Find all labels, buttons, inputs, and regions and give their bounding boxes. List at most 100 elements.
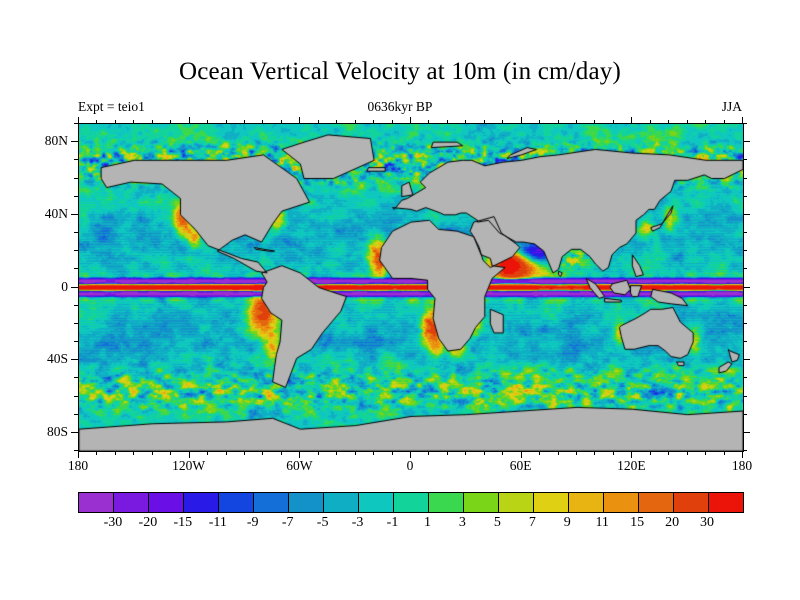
axis-tick: [465, 451, 466, 455]
axis-tick: [724, 451, 725, 455]
axis-tick: [428, 451, 429, 455]
axis-tick: [74, 250, 78, 251]
axis-tick: [687, 120, 688, 124]
axis-tick: [594, 451, 595, 455]
axis-tick: [74, 377, 78, 378]
axis-tick: [743, 250, 747, 251]
axis-tick: [71, 214, 78, 215]
colorbar-tick-label: -3: [351, 515, 364, 530]
axis-tick: [318, 120, 319, 124]
axis-tick: [355, 120, 356, 124]
axis-tick: [373, 120, 374, 124]
colorbar-tick-label: -30: [103, 515, 123, 530]
colorbar-band: [254, 493, 289, 512]
colorbar-tick-label: 11: [595, 515, 609, 530]
axis-tick: [74, 450, 78, 451]
colorbar-band: [569, 493, 604, 512]
colorbar-tick-label: -11: [208, 515, 227, 530]
colorbar-band: [534, 493, 569, 512]
colorbar-band: [464, 493, 499, 512]
longitude-tick-label: 60E: [509, 458, 532, 473]
axis-tick: [226, 451, 227, 455]
axis-tick: [539, 451, 540, 455]
axis-tick: [447, 120, 448, 124]
axis-tick: [447, 451, 448, 455]
colorbar-band: [79, 493, 114, 512]
axis-tick: [650, 120, 651, 124]
axis-tick: [115, 451, 116, 455]
latitude-tick-label: 40S: [46, 351, 68, 367]
axis-tick: [74, 196, 78, 197]
axis-tick: [78, 451, 79, 458]
axis-tick: [687, 451, 688, 455]
axis-tick: [743, 305, 747, 306]
colorbar-band: [674, 493, 709, 512]
latitude-tick-label: 40N: [44, 205, 68, 221]
axis-tick: [743, 450, 747, 451]
axis-tick: [262, 451, 263, 455]
axis-tick: [281, 451, 282, 455]
axis-tick: [281, 120, 282, 124]
axis-tick: [743, 141, 750, 142]
latitude-tick-label: 80S: [46, 423, 68, 439]
axis-tick: [539, 120, 540, 124]
colorbar-band: [324, 493, 359, 512]
longitude-tick-label: 60W: [286, 458, 313, 473]
axis-tick: [336, 451, 337, 455]
latitude-tick-label: 0: [61, 278, 68, 294]
axis-tick: [576, 120, 577, 124]
colorbar-band: [709, 493, 743, 512]
colorbar-band: [219, 493, 254, 512]
axis-tick: [170, 451, 171, 455]
axis-tick: [743, 287, 750, 288]
axis-tick: [743, 377, 747, 378]
axis-tick: [355, 451, 356, 455]
colorbar-tick-label: 20: [665, 515, 680, 530]
colorbar-tick-label: 15: [630, 515, 645, 530]
axis-tick: [74, 123, 78, 124]
experiment-label: Expt = teio1: [78, 99, 145, 114]
axis-tick: [392, 451, 393, 455]
axis-tick: [743, 396, 747, 397]
axis-tick: [152, 451, 153, 455]
axis-tick: [71, 359, 78, 360]
colorbar-band: [184, 493, 219, 512]
longitude-tick-label: 120W: [172, 458, 206, 473]
axis-tick: [74, 396, 78, 397]
axis-tick: [133, 451, 134, 455]
time-period-label: 0636kyr BP: [367, 99, 433, 114]
colorbar-band: [604, 493, 639, 512]
axis-tick: [631, 451, 632, 458]
axis-tick: [650, 451, 651, 455]
axis-tick: [392, 120, 393, 124]
colorbar-tick-label: -7: [281, 515, 294, 530]
axis-tick: [558, 451, 559, 455]
axis-tick: [724, 120, 725, 124]
axis-tick: [743, 214, 750, 215]
colorbar-tick-label: 30: [700, 515, 715, 530]
colorbar-band: [114, 493, 149, 512]
axis-tick: [742, 451, 743, 458]
axis-tick: [631, 117, 632, 124]
axis-tick: [743, 159, 747, 160]
axis-tick: [74, 178, 78, 179]
axis-tick: [558, 120, 559, 124]
axis-tick: [74, 414, 78, 415]
axis-tick: [71, 141, 78, 142]
axis-tick: [484, 451, 485, 455]
axis-tick: [336, 120, 337, 124]
axis-tick: [521, 451, 522, 458]
longitude-tick-label: 180: [67, 458, 89, 473]
colorbar: [78, 492, 744, 513]
axis-tick: [74, 305, 78, 306]
axis-tick: [743, 268, 747, 269]
axis-tick: [576, 451, 577, 455]
axis-tick: [74, 232, 78, 233]
colorbar-tick-label: 7: [528, 515, 536, 530]
axis-tick: [71, 432, 78, 433]
latitude-tick-label: 80N: [44, 133, 68, 149]
axis-tick: [465, 120, 466, 124]
axis-tick: [207, 451, 208, 455]
axis-tick: [705, 120, 706, 124]
axis-tick: [743, 178, 747, 179]
